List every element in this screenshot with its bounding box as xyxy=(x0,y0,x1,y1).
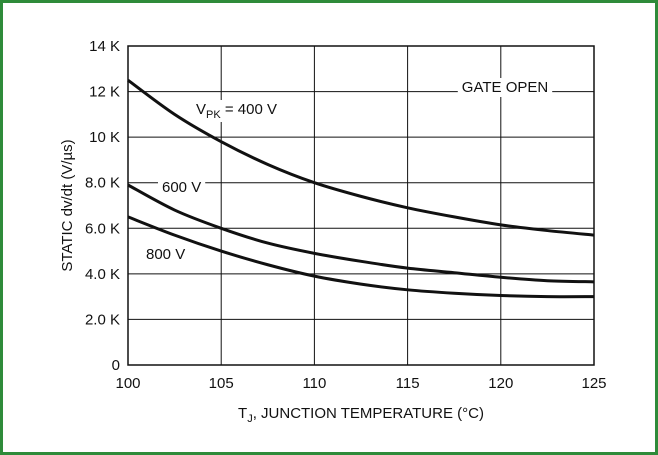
series-800v-curve xyxy=(127,215,595,299)
series-400v-label-sub: PK xyxy=(206,109,221,121)
plot-area-border xyxy=(127,45,595,366)
y-tick-label-10000: 10 K xyxy=(89,129,120,146)
series-600v-curve xyxy=(127,183,595,284)
series-400v-curve xyxy=(127,78,595,237)
x-axis-label-main: T xyxy=(238,405,247,422)
x-axis-label-rest: , JUNCTION TEMPERATURE (°C) xyxy=(253,405,484,422)
y-tick-label-0: 0 xyxy=(112,357,120,374)
series-600v-label-background xyxy=(158,178,206,197)
condition-label: GATE OPEN xyxy=(462,79,548,96)
x-tick-label-100: 100 xyxy=(115,375,140,392)
series-400v-label: VPK = 400 V xyxy=(196,101,277,121)
series-800v-label-background xyxy=(142,245,190,264)
y-axis-label: STATIC dv/dt (V/µs) xyxy=(59,139,76,271)
x-axis-label: TJ, JUNCTION TEMPERATURE (°C) xyxy=(238,405,484,425)
y-tick-label-6000: 6.0 K xyxy=(85,220,120,237)
y-tick-label-2000: 2.0 K xyxy=(85,311,120,328)
condition-label-background xyxy=(457,78,553,97)
series-400v-label-background xyxy=(192,100,281,122)
series-800v-label: 800 V xyxy=(146,246,185,263)
series-400v-label-main: V xyxy=(196,101,206,118)
y-tick-label-12000: 12 K xyxy=(89,84,120,101)
x-tick-label-110: 110 xyxy=(302,375,326,392)
x-tick-label-115: 115 xyxy=(396,375,420,392)
y-tick-label-14000: 14 K xyxy=(89,38,120,55)
x-tick-label-120: 120 xyxy=(488,375,513,392)
series-600v-label: 600 V xyxy=(162,179,201,196)
x-tick-label-125: 125 xyxy=(581,375,606,392)
y-tick-label-4000: 4.0 K xyxy=(85,266,120,283)
x-tick-label-105: 105 xyxy=(209,375,234,392)
x-axis-label-sub: J xyxy=(247,413,253,425)
series-400v-label-rest: = 400 V xyxy=(221,101,277,118)
y-tick-label-8000: 8.0 K xyxy=(85,175,120,192)
